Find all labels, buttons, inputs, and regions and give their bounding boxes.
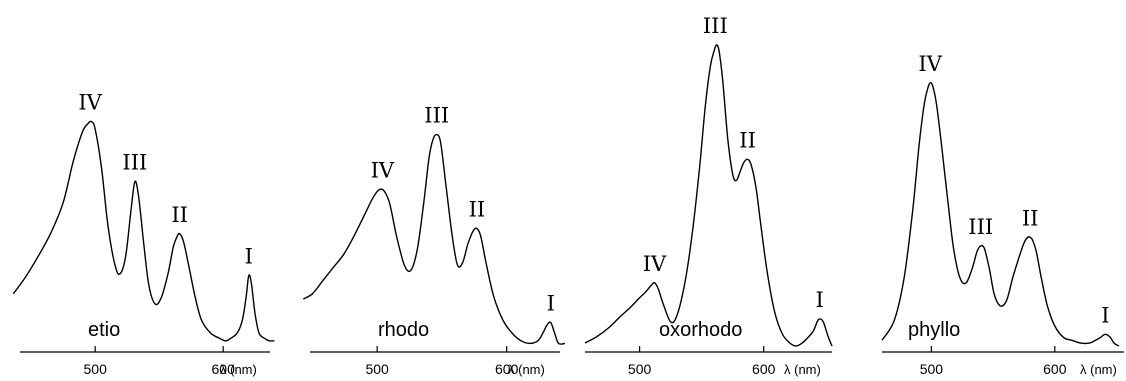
peak-label: IV [643,252,667,276]
panel-label-rhodo: rhodo [378,319,429,341]
x-axis-label: λ (nm) [784,362,821,377]
spectrum-line [302,133,566,345]
panel-label-phyllo: phyllo [908,319,960,341]
peak-label: IV [371,158,395,182]
peak-label: IV [78,91,102,115]
peak-label: III [424,104,449,128]
panel-label-oxorhodo: oxorhodo [659,319,742,341]
spectrum-line [881,81,1120,347]
peak-label: III [968,215,993,239]
peak-label: IV [918,52,942,76]
x-axis-label: λ (nm) [220,362,257,377]
peak-label: III [703,14,728,38]
x-axis-label: λ (nm) [508,362,545,377]
spectrum-line [584,44,833,347]
x-tick-label: 600 [1043,361,1067,377]
peak-label: II [1022,206,1039,230]
x-tick-label: 500 [628,361,652,377]
peak-label: I [547,292,555,316]
peak-label: II [171,203,188,227]
panel-label-etio: etio [88,319,120,341]
x-tick-label: 600 [752,361,776,377]
x-axis-label: λ (nm) [1080,362,1117,377]
peak-label: I [1101,304,1109,328]
peak-label: I [245,245,253,269]
peak-label: II [739,128,756,152]
x-tick-label: 500 [84,361,108,377]
x-tick-label: 500 [920,361,944,377]
peak-label: I [815,288,823,312]
peak-label: III [122,151,147,175]
spectrum-line [12,120,275,342]
x-tick-label: 600 [212,361,236,377]
x-tick-label: 600 [495,361,519,377]
peak-label: II [469,198,486,222]
x-tick-label: 500 [365,361,389,377]
